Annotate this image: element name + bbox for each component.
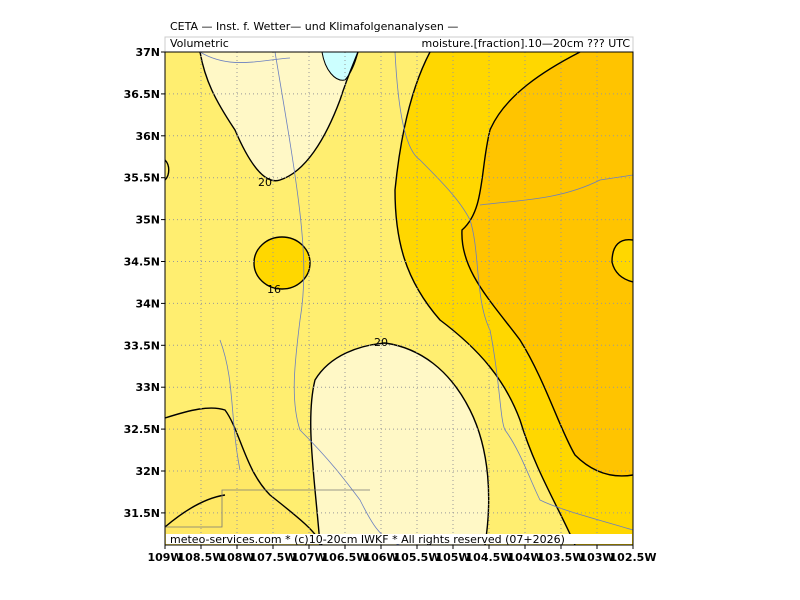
lon-label: 106.5W [322, 551, 369, 564]
field-zone [200, 52, 358, 181]
field-zone [310, 343, 489, 545]
contour [611, 238, 633, 283]
lat-label: 34.5N [124, 256, 160, 269]
contour-label: 20 [258, 176, 272, 189]
contour [199, 52, 359, 182]
contour-label: 16 [267, 283, 281, 296]
boundary [165, 489, 370, 528]
lon-label: 108.5W [178, 551, 225, 564]
lat-label: 36N [135, 130, 160, 143]
contour [165, 407, 323, 545]
map-field [165, 52, 633, 545]
contour [394, 52, 576, 545]
axis-labels: 109W108.5W108W107.5W107W106.5W106W105.5W… [124, 46, 657, 564]
lon-label: 108W [219, 551, 254, 564]
map-frame [164, 51, 634, 546]
lon-label: 105W [435, 551, 470, 564]
lon-label: 102.5W [610, 551, 657, 564]
lat-label: 33N [135, 381, 160, 394]
map-subtitle-left: Volumetric [170, 37, 229, 50]
lon-label: 109W [147, 551, 182, 564]
field-zone [254, 237, 310, 289]
contour [310, 342, 490, 545]
contour [461, 52, 633, 477]
lat-label: 34N [135, 297, 160, 310]
lon-label: 106W [363, 551, 398, 564]
river [479, 174, 633, 206]
field-zone [165, 407, 322, 545]
lon-label: 104W [507, 551, 542, 564]
field-zone [461, 52, 633, 476]
lat-label: 33.5N [124, 339, 160, 352]
lat-label: 32N [135, 465, 160, 478]
lon-label: 103.5W [538, 551, 585, 564]
lat-label: 31.5N [124, 507, 160, 520]
lat-label: 35.5N [124, 172, 160, 185]
lon-label: 107.5W [250, 551, 297, 564]
lat-label: 37N [135, 46, 160, 59]
lat-label: 32.5N [124, 423, 160, 436]
contour [165, 494, 226, 528]
lat-label: 35N [135, 214, 160, 227]
footer-box [166, 534, 632, 544]
contour-label: 20 [374, 336, 388, 349]
contour [165, 159, 170, 181]
river [199, 52, 401, 545]
map-subtitle-right: moisture.[fraction].10—20cm ??? UTC [422, 37, 631, 50]
contour [253, 236, 311, 290]
map-title: CETA — Inst. f. Wetter— und Klimafolgena… [170, 20, 458, 33]
lon-label: 105.5W [394, 551, 441, 564]
lon-label: 104.5W [466, 551, 513, 564]
lon-label: 103W [579, 551, 614, 564]
river [394, 52, 633, 531]
field-zone [612, 239, 633, 282]
footer: meteo-services.com * (c)10-20cm IWKF * A… [170, 533, 565, 546]
lat-label: 36.5N [124, 88, 160, 101]
lon-label: 107W [291, 551, 326, 564]
river [219, 339, 241, 471]
